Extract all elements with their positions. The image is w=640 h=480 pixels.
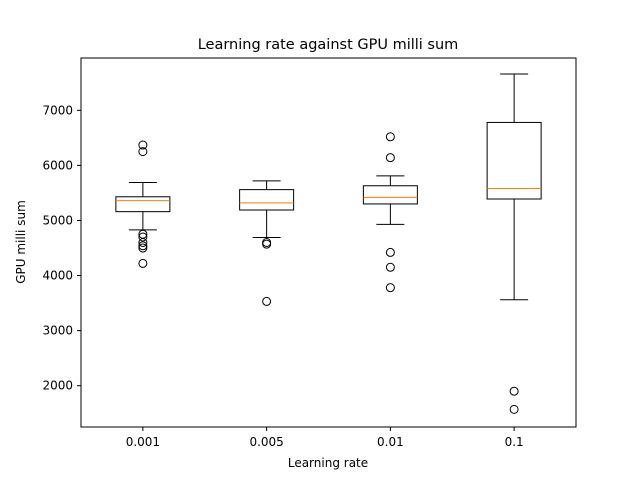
outlier-point	[385, 247, 395, 257]
outlier-point	[138, 241, 148, 251]
y-tick-label: 6000	[42, 158, 73, 172]
y-tick-label: 3000	[42, 324, 73, 338]
outlier-point	[138, 232, 148, 242]
outlier-point	[385, 283, 395, 293]
x-tick-label: 0.005	[249, 435, 283, 449]
y-tick-label: 5000	[42, 213, 73, 227]
x-tick-label: 0.01	[377, 435, 404, 449]
outlier-point	[385, 153, 395, 163]
box	[362, 185, 418, 205]
y-tick-label: 2000	[42, 379, 73, 393]
outlier-point	[509, 404, 519, 414]
x-tick-label: 0.1	[505, 435, 524, 449]
chart-title: Learning rate against GPU milli sum	[198, 37, 459, 53]
outlier-point	[509, 386, 519, 396]
box	[115, 196, 171, 213]
outlier-point	[138, 238, 148, 247]
box	[486, 121, 542, 200]
outlier-point	[385, 132, 395, 142]
y-axis-label: GPU milli sum	[14, 200, 28, 284]
plot-area: 2000 3000 4000 5000 6000 7000 0.001 0.005 0.01 0.…	[42, 57, 577, 449]
x-axis-label: Learning rate	[288, 456, 368, 470]
outlier-point	[138, 140, 148, 150]
outlier-point	[138, 147, 148, 157]
outlier-point	[262, 239, 272, 249]
x-tick-label: 0.001	[126, 435, 160, 449]
outlier-point	[138, 258, 148, 268]
box	[239, 189, 295, 211]
y-tick-label: 4000	[42, 269, 73, 283]
plot-frame	[80, 57, 577, 428]
outlier-point	[262, 296, 272, 306]
y-tick-label: 7000	[42, 103, 73, 117]
outlier-point	[385, 262, 395, 272]
outlier-point	[138, 243, 148, 253]
